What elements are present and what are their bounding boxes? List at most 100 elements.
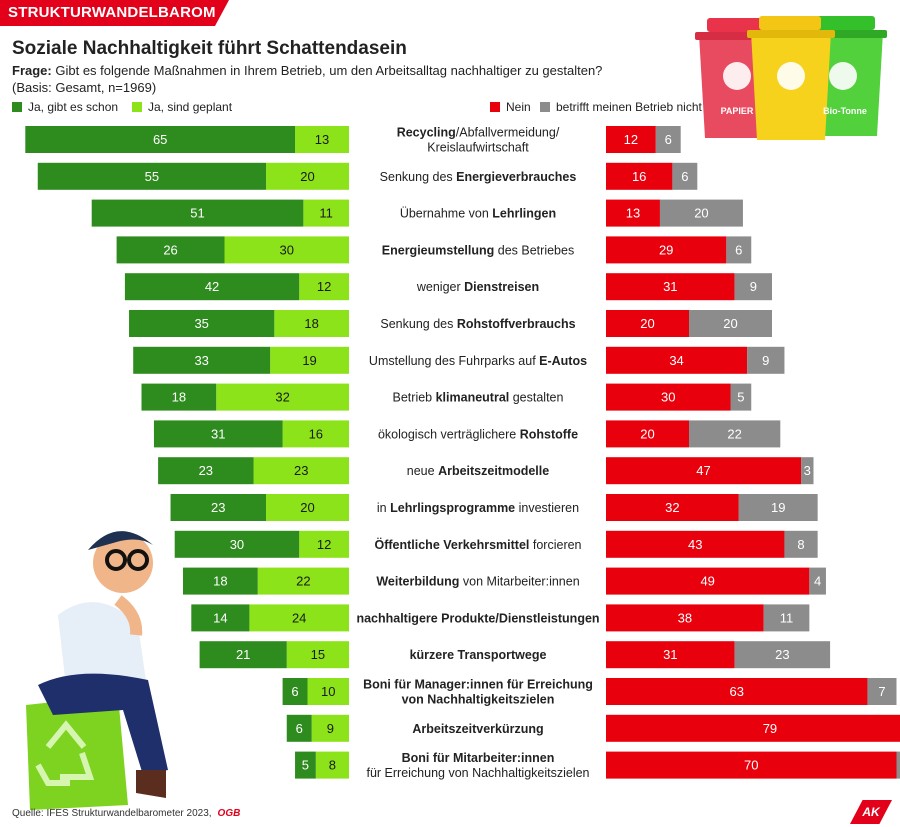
yes-have-bar <box>170 494 266 521</box>
category-label: Betrieb klimaneutral gestalten <box>393 391 564 405</box>
no-value-label: 34 <box>669 353 683 368</box>
not-applicable-bar <box>763 604 810 632</box>
legend-swatch-not-applicable <box>540 102 550 112</box>
no-bar <box>606 567 810 595</box>
yes-have-value-label: 31 <box>211 426 225 441</box>
category-label: kürzere Transportwege <box>410 648 547 662</box>
legend-label-not-applicable: betrifft meinen Betrieb nicht <box>556 100 702 114</box>
legend-label-yes-have: Ja, gibt es schon <box>28 100 119 114</box>
legend-yes-planned: Ja, sind geplant <box>132 100 232 114</box>
category-label: nachhaltigere Produkte/Dienstleistungen <box>356 611 599 625</box>
not-applicable-bar <box>801 457 814 485</box>
not-applicable-value-label: 9 <box>750 279 757 294</box>
no-bar <box>606 126 656 153</box>
yes-have-bar <box>191 604 250 632</box>
chart-title: Soziale Nachhaltigkeit führt Schattendas… <box>12 38 407 59</box>
not-applicable-bar <box>689 420 781 448</box>
yes-have-value-label: 6 <box>291 684 298 699</box>
yes-planned-bar <box>299 273 349 301</box>
yes-planned-bar <box>253 457 349 485</box>
no-bar <box>606 383 731 411</box>
yes-planned-bar <box>282 420 349 448</box>
not-applicable-bar <box>672 162 698 190</box>
legend-swatch-no <box>490 102 500 112</box>
legend-not-applicable: betrifft meinen Betrieb nicht <box>540 100 702 114</box>
yes-planned-value-label: 11 <box>319 206 333 221</box>
basis-text: (Basis: Gesamt, n=1969) <box>12 80 157 95</box>
no-bar <box>606 162 673 190</box>
yes-planned-bar <box>311 714 349 742</box>
waste-bins-illustration: PAPIER Bio-Tonne <box>695 16 887 140</box>
category-label: für Erreichung von Nachhaltigkeitszielen <box>366 766 589 780</box>
no-value-label: 47 <box>696 463 710 478</box>
no-bar <box>606 678 868 705</box>
not-applicable-bar <box>730 383 752 411</box>
source-note: Quelle: IFES Strukturwandelbarometer 202… <box>12 808 240 819</box>
yes-planned-bar <box>315 751 349 779</box>
yes-planned-value-label: 32 <box>275 390 289 405</box>
category-label: Boni für Mitarbeiter:innen <box>402 751 555 765</box>
yes-planned-value-label: 12 <box>317 537 331 552</box>
not-applicable-bar <box>809 567 826 595</box>
yes-have-value-label: 18 <box>213 574 227 589</box>
yes-have-bar <box>129 310 275 337</box>
yes-planned-value-label: 9 <box>327 721 334 736</box>
yes-planned-value-label: 20 <box>300 169 314 184</box>
yes-planned-bar <box>266 162 349 190</box>
no-value-label: 13 <box>626 206 640 221</box>
header-tag-corner <box>215 0 229 26</box>
header-tag: STRUKTURWANDELBAROMETER <box>0 0 256 26</box>
yes-have-value-label: 35 <box>194 316 208 331</box>
yes-planned-value-label: 15 <box>311 647 325 662</box>
category-label: ökologisch verträglichere Rohstoffe <box>378 427 578 441</box>
yes-planned-bar <box>303 199 349 227</box>
yes-planned-value-label: 10 <box>321 684 335 699</box>
no-value-label: 31 <box>663 279 677 294</box>
no-value-label: 38 <box>678 610 692 625</box>
yes-planned-value-label: 18 <box>304 316 318 331</box>
question-text: Frage: Gibt es folgende Maßnahmen in Ihr… <box>12 63 652 79</box>
legend-label-yes-planned: Ja, sind geplant <box>148 100 233 114</box>
not-applicable-bar <box>738 494 818 521</box>
yes-have-bar <box>282 678 308 705</box>
not-applicable-bar <box>689 310 772 337</box>
yes-have-value-label: 21 <box>236 647 250 662</box>
bin-label-papier: PAPIER <box>721 106 754 116</box>
yes-planned-value-label: 30 <box>280 242 294 257</box>
no-bar <box>606 346 748 374</box>
yes-planned-value-label: 22 <box>296 574 310 589</box>
no-value-label: 20 <box>640 426 654 441</box>
not-applicable-bar <box>734 273 772 301</box>
not-applicable-value-label: 20 <box>694 206 708 221</box>
no-bar <box>606 751 897 779</box>
yes-planned-value-label: 13 <box>315 132 329 147</box>
bin-label-bio: Bio-Tonne <box>823 106 867 116</box>
yes-have-bar <box>124 273 300 301</box>
legend-no: Nein <box>490 100 531 114</box>
yes-planned-bar <box>274 310 349 337</box>
no-bar <box>606 714 900 742</box>
no-value-label: 49 <box>700 574 714 589</box>
yes-planned-value-label: 23 <box>294 463 308 478</box>
not-applicable-value-label: 23 <box>775 647 789 662</box>
yes-planned-value-label: 12 <box>317 279 331 294</box>
no-value-label: 31 <box>663 647 677 662</box>
yes-have-value-label: 14 <box>213 610 227 625</box>
thinking-person-illustration <box>26 531 168 810</box>
yes-have-value-label: 26 <box>163 242 177 257</box>
category-label: Recycling/Abfallvermeidung/ <box>397 126 560 140</box>
yes-planned-bar <box>270 346 349 374</box>
category-label: Senkung des Energieverbrauches <box>380 170 577 184</box>
yes-have-bar <box>295 751 316 779</box>
yes-have-bar <box>133 346 271 374</box>
yes-planned-bar <box>286 641 349 669</box>
no-value-label: 79 <box>763 721 777 736</box>
category-label: Umstellung des Fuhrparks auf E-Autos <box>369 354 587 368</box>
no-value-label: 12 <box>624 132 638 147</box>
yes-have-bar <box>116 236 225 264</box>
yes-planned-value-label: 16 <box>309 426 323 441</box>
yes-have-bar <box>286 714 312 742</box>
category-label: Übernahme von Lehrlingen <box>400 207 556 221</box>
yes-planned-bar <box>257 567 349 595</box>
